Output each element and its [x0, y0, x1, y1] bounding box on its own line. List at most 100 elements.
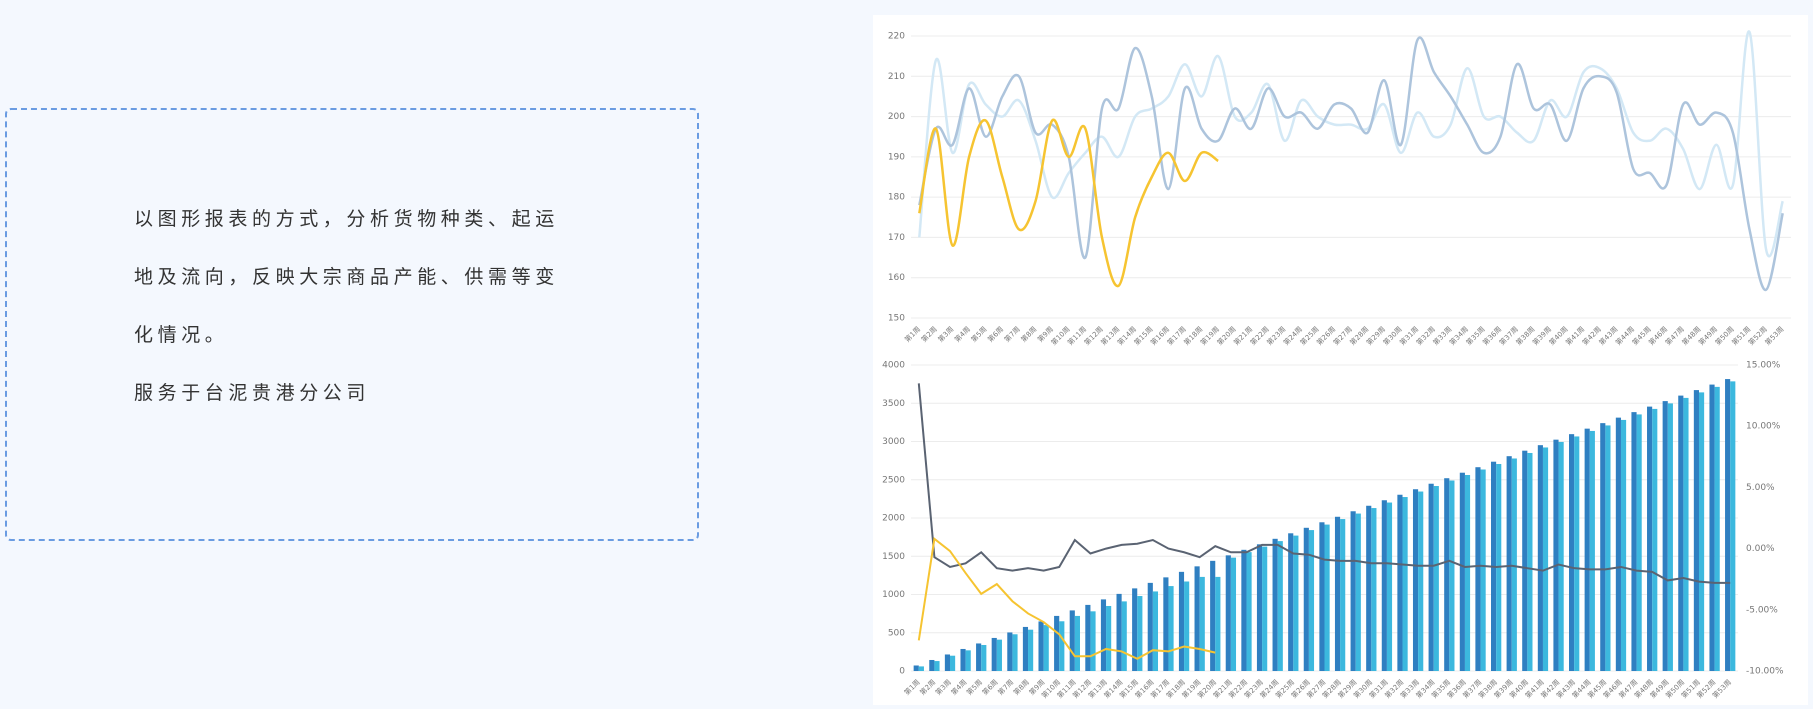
line-series — [918, 36, 1784, 292]
x-tick-label: 第2周 — [919, 324, 938, 343]
y-tick-label: 1000 — [882, 590, 905, 600]
bar — [1558, 441, 1564, 671]
bar — [1620, 419, 1627, 671]
bar — [1272, 538, 1278, 671]
line-series — [917, 536, 1216, 660]
bar — [1090, 611, 1096, 671]
bar — [1636, 414, 1642, 671]
bar — [1683, 397, 1689, 671]
x-tick-label: 第1周 — [902, 677, 921, 696]
bar — [1464, 475, 1471, 671]
bar — [981, 644, 987, 671]
bar — [1709, 384, 1715, 671]
line-series — [918, 30, 1784, 258]
bar — [1725, 379, 1731, 671]
bar — [1652, 408, 1658, 671]
bar — [991, 637, 997, 671]
y-tick-label: 3500 — [882, 399, 905, 409]
bar — [1116, 593, 1122, 671]
bar — [1147, 582, 1153, 671]
bar — [1366, 505, 1372, 671]
x-tick-label: 第1周 — [903, 324, 922, 343]
bar — [1324, 524, 1330, 671]
bar — [1132, 588, 1138, 671]
bar — [1631, 412, 1637, 671]
bar — [1308, 530, 1315, 671]
bar — [944, 654, 951, 671]
bar — [1386, 502, 1393, 671]
bar — [929, 659, 935, 671]
bar — [1537, 445, 1543, 671]
y-tick-label: 220 — [888, 32, 905, 42]
bar — [1074, 615, 1080, 671]
y2-tick-label: 0.00% — [1746, 544, 1775, 554]
bar — [1355, 513, 1361, 671]
x-tick-label: 第4周 — [949, 677, 968, 696]
bar — [1527, 452, 1533, 671]
x-tick-label: 第8周 — [1019, 324, 1038, 343]
bar — [1069, 610, 1075, 671]
bar — [1678, 395, 1684, 671]
bar — [1569, 434, 1575, 671]
bar — [1168, 586, 1174, 671]
paragraph: 以图形报表的方式，分析货物种类、起运地及流向，反映大宗商品产能、供需等变化情况。 — [134, 208, 559, 346]
bar — [1698, 392, 1705, 671]
x-tick-label: 第7周 — [1002, 324, 1021, 343]
bar — [960, 648, 966, 671]
bar — [934, 661, 940, 671]
bar — [1693, 390, 1699, 671]
x-tick-label: 第6周 — [986, 324, 1005, 343]
bar — [1600, 423, 1606, 671]
bar — [1418, 491, 1424, 671]
chart-panel: 150 160 170 180 190 200 210 220 第1周 第2周 第3周 第4周 第5周第… — [873, 15, 1808, 705]
bar — [1210, 560, 1216, 671]
x-tick-label: 第5周 — [965, 677, 984, 696]
x-tick-label: 第8周 — [1011, 677, 1030, 696]
bar — [1215, 576, 1221, 671]
bar — [1230, 557, 1237, 671]
y-tick-label: 190 — [888, 152, 905, 162]
bar — [1340, 519, 1346, 671]
y-tick-label: 4000 — [882, 361, 905, 371]
x-tick-label: 第3周 — [933, 677, 952, 696]
bar — [1334, 516, 1341, 671]
bar — [1574, 436, 1580, 671]
y-tick-label: 2500 — [882, 475, 905, 485]
bar — [1194, 566, 1200, 671]
bar — [1667, 403, 1673, 671]
bar — [1459, 472, 1465, 671]
bar — [1262, 546, 1268, 671]
bar — [1444, 478, 1450, 671]
description: 以图形报表的方式，分析货物种类、起运地及流向，反映大宗商品产能、供需等变化情况。… — [134, 190, 574, 422]
bar — [1022, 626, 1029, 671]
bar — [1277, 541, 1283, 671]
bar — [1475, 467, 1481, 671]
paragraph: 服务于台泥贵港分公司 — [134, 382, 371, 404]
x-tick-label: 第5周 — [969, 324, 988, 343]
line-series — [917, 383, 1731, 584]
bar — [1007, 632, 1013, 671]
y2-tick-label: 10.00% — [1746, 422, 1781, 432]
y-tick-label: 170 — [888, 233, 905, 243]
bar — [1449, 480, 1455, 671]
bar — [1553, 439, 1559, 671]
bar — [1428, 483, 1434, 671]
y2-tick-label: 5.00% — [1746, 483, 1775, 493]
bar — [1730, 381, 1736, 671]
y-tick-label: 1500 — [882, 552, 905, 562]
bar — [1152, 591, 1159, 671]
bar — [1480, 469, 1486, 671]
x-tick-label: 第4周 — [953, 324, 972, 343]
bar — [1615, 417, 1621, 671]
bar — [1319, 522, 1325, 671]
description-box — [5, 108, 699, 541]
bar — [1371, 508, 1377, 671]
bar — [965, 650, 971, 671]
bar — [1522, 450, 1528, 671]
x-tick-label: 第7周 — [996, 677, 1015, 696]
bar — [1178, 571, 1185, 671]
y2-tick-label: 15.00% — [1746, 361, 1781, 371]
bar — [1584, 428, 1590, 671]
bar — [950, 655, 956, 671]
